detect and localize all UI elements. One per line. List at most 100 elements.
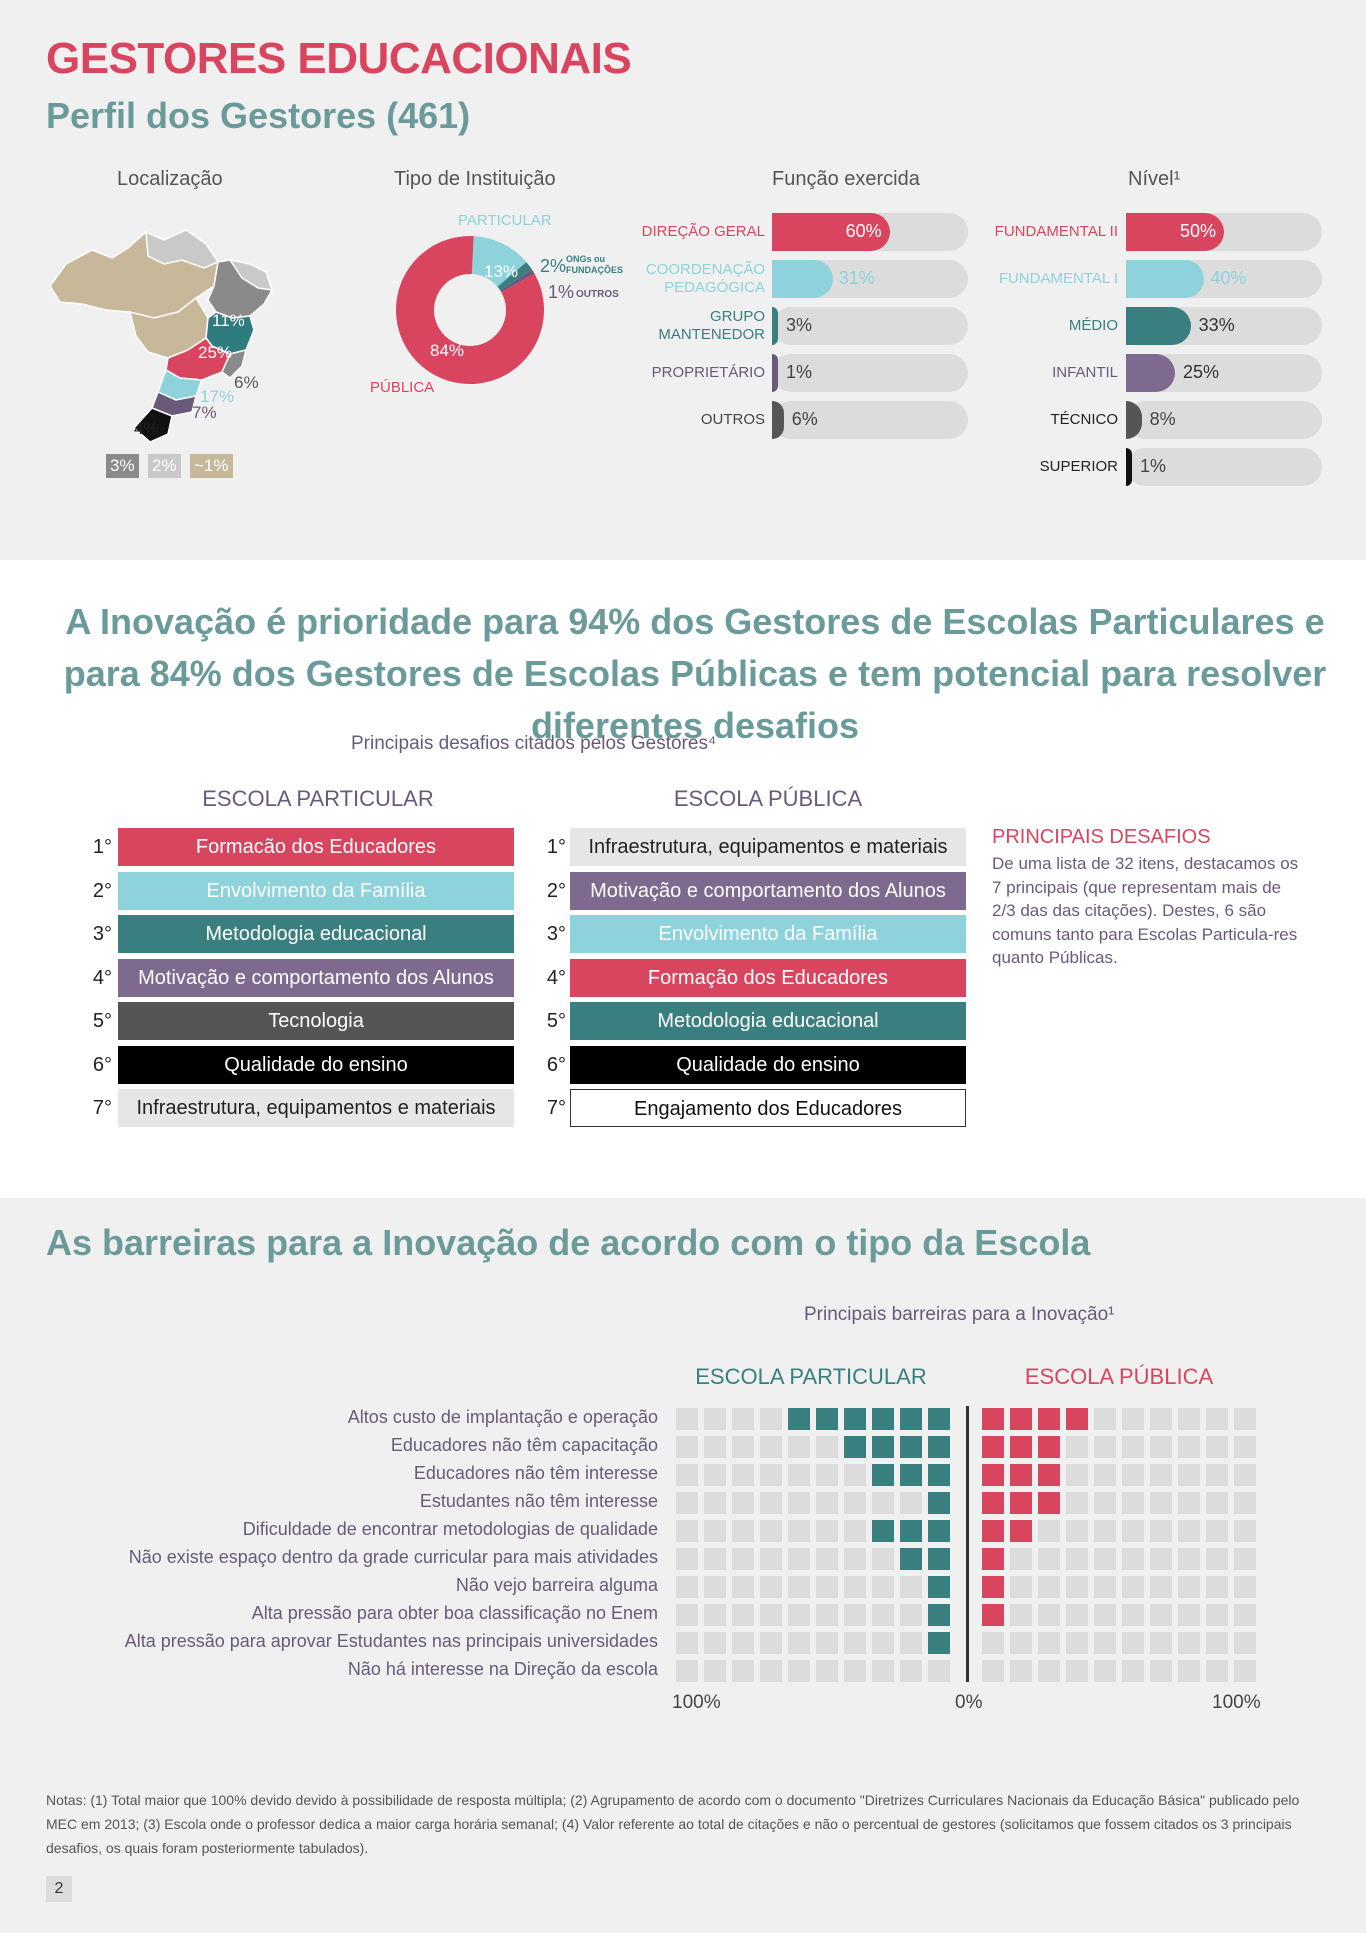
particular-empty-square (816, 1492, 838, 1514)
publica-filled-square (1066, 1408, 1088, 1430)
barrier-label-4: Dificuldade de encontrar metodologias de… (242, 1519, 658, 1539)
funcao-bar-label-2: GRUPO MANTENEDOR (658, 308, 765, 343)
donut-value-publica: 84% (430, 341, 464, 360)
barrier-label-2: Educadores não têm interesse (413, 1463, 658, 1483)
publica-empty-square (1178, 1436, 1200, 1458)
particular-rank-number-6: 6° (92, 1053, 112, 1076)
particular-filled-square (928, 1576, 950, 1598)
publica-filled-square (1038, 1408, 1060, 1430)
particular-rank-item-3: Metodologia educacional (118, 915, 514, 953)
particular-rank-number-3: 3° (92, 923, 112, 945)
nivel-bar-track-2: 33% (1126, 307, 1322, 345)
publica-filled-square (1010, 1408, 1032, 1430)
publica-empty-square (1234, 1520, 1256, 1542)
publica-empty-square (1094, 1632, 1116, 1654)
nivel-bar-fill-0 (1126, 213, 1224, 251)
map-region-4 (132, 407, 173, 443)
particular-empty-square (816, 1520, 838, 1542)
particular-empty-square (844, 1464, 866, 1486)
legend-1pct: ~1% (190, 454, 233, 478)
nivel-bar-value-4: 8% (1149, 409, 1176, 429)
publica-rank-item-3: Envolvimento da Família (570, 915, 966, 953)
particular-empty-square (844, 1576, 866, 1598)
publica-empty-square (1122, 1604, 1144, 1626)
funcao-bar-fill-3 (772, 354, 778, 392)
particular-rank-item-7: Infraestrutura, equipamentos e materiais (118, 1089, 514, 1127)
particular-empty-square (704, 1660, 726, 1682)
particular-filled-square (928, 1464, 950, 1486)
particular-filled-square (900, 1436, 922, 1458)
particular-rank-number-2: 2° (92, 879, 112, 902)
particular-filled-square (928, 1436, 950, 1458)
barreiras-chart-title: Principais barreiras para a Inovação¹ (804, 1304, 1115, 1325)
publica-empty-square (1234, 1632, 1256, 1654)
publica-empty-square (1206, 1576, 1228, 1598)
funcao-bar-label-3: PROPRIETÁRIO (651, 364, 765, 381)
particular-rank-number-7: 7° (92, 1097, 112, 1119)
particular-empty-square (760, 1408, 782, 1430)
publica-empty-square (1178, 1576, 1200, 1598)
particular-empty-square (704, 1548, 726, 1570)
particular-empty-square (760, 1548, 782, 1570)
particular-filled-square (928, 1548, 950, 1570)
particular-empty-square (676, 1492, 698, 1514)
particular-empty-square (732, 1548, 754, 1570)
particular-empty-square (704, 1632, 726, 1654)
publica-empty-square (1178, 1464, 1200, 1486)
publica-empty-square (1094, 1660, 1116, 1682)
funcao-bar-track-4: 6% (772, 401, 968, 439)
publica-empty-square (1150, 1408, 1172, 1430)
publica-filled-square (1010, 1436, 1032, 1458)
publica-empty-square (1094, 1464, 1116, 1486)
publica-empty-square (1178, 1520, 1200, 1542)
particular-empty-square (704, 1520, 726, 1542)
publica-empty-square (1038, 1604, 1060, 1626)
axis-right-100: 100% (1212, 1692, 1261, 1713)
barreiras-center-axis (966, 1406, 969, 1682)
nivel-bar-track-1: 40% (1126, 260, 1322, 298)
nivel-bar-label-0: FUNDAMENTAL II (994, 223, 1118, 240)
particular-empty-square (816, 1464, 838, 1486)
funcao-bar-fill-4 (772, 401, 784, 439)
publica-empty-square (1094, 1436, 1116, 1458)
particular-desafios-title: ESCOLA PARTICULAR (202, 786, 434, 811)
nivel-bar-fill-4 (1126, 401, 1142, 439)
publica-empty-square (1178, 1632, 1200, 1654)
publica-empty-square (1150, 1576, 1172, 1598)
particular-empty-square (760, 1520, 782, 1542)
publica-empty-square (1178, 1492, 1200, 1514)
publica-empty-square (1150, 1604, 1172, 1626)
publica-filled-square (1038, 1436, 1060, 1458)
funcao-bar-fill-0 (772, 213, 890, 251)
particular-empty-square (732, 1464, 754, 1486)
particular-empty-square (704, 1576, 726, 1598)
particular-empty-square (704, 1604, 726, 1626)
publica-empty-square (1066, 1520, 1088, 1542)
map-label-17: 17% (200, 387, 234, 406)
publica-filled-square (1038, 1464, 1060, 1486)
publica-empty-square (1206, 1520, 1228, 1542)
particular-rank-number-1: 1° (92, 836, 112, 858)
publica-empty-square (1234, 1464, 1256, 1486)
barrier-label-0: Altos custo de implantação e operação (347, 1407, 658, 1427)
particular-empty-square (676, 1464, 698, 1486)
publica-rank-number-7: 7° (546, 1097, 566, 1119)
particular-filled-square (872, 1436, 894, 1458)
particular-empty-square (732, 1632, 754, 1654)
publica-empty-square (1150, 1436, 1172, 1458)
publica-filled-square (982, 1520, 1004, 1542)
particular-rank-item-2: Envolvimento da Família (118, 871, 514, 910)
publica-empty-square (1066, 1492, 1088, 1514)
particular-empty-square (704, 1464, 726, 1486)
legend-2pct: 2% (148, 454, 181, 478)
barrier-label-6: Não vejo barreira alguma (455, 1575, 658, 1595)
particular-empty-square (900, 1632, 922, 1654)
publica-filled-square (1038, 1492, 1060, 1514)
page-number: 2 (46, 1876, 72, 1902)
nivel-bar-label-1: FUNDAMENTAL I (998, 270, 1118, 287)
nivel-bar-value-1: 40% (1210, 268, 1247, 288)
nivel-bar-fill-1 (1126, 260, 1205, 298)
principais-desafios-text: De uma lista de 32 itens, destacamos os … (992, 854, 1299, 967)
particular-empty-square (872, 1576, 894, 1598)
particular-filled-square (900, 1548, 922, 1570)
